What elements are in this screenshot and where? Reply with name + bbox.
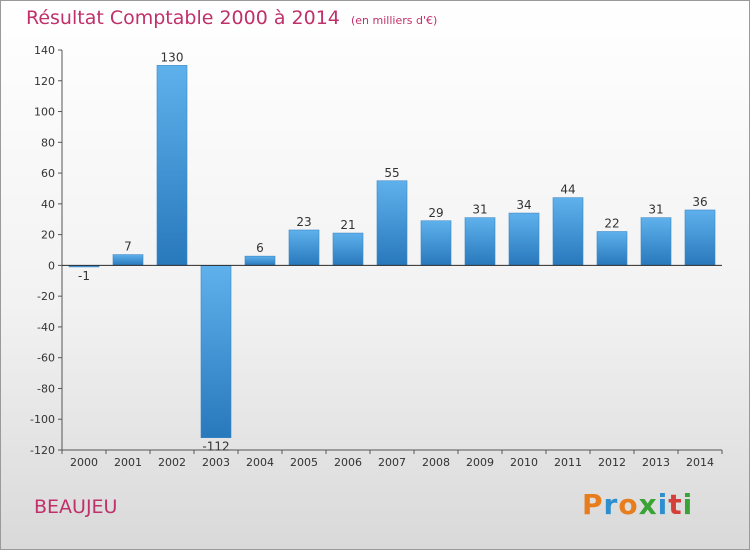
y-tick-label: -120 <box>30 444 55 457</box>
bar <box>201 265 231 437</box>
value-label: 6 <box>256 241 264 255</box>
bar <box>113 255 143 266</box>
value-label: 22 <box>604 217 619 231</box>
x-tick-label: 2013 <box>642 456 670 469</box>
x-tick-label: 2002 <box>158 456 186 469</box>
y-tick-label: 60 <box>41 167 55 180</box>
logo-letter: r <box>604 488 619 521</box>
y-tick-label: 20 <box>41 229 55 242</box>
bar <box>597 232 627 266</box>
bar <box>333 233 363 265</box>
logo-letter: i <box>658 488 669 521</box>
x-tick-label: 2004 <box>246 456 274 469</box>
value-label: 7 <box>124 240 132 254</box>
value-label: 31 <box>472 203 487 217</box>
bar <box>289 230 319 265</box>
x-tick-label: 2001 <box>114 456 142 469</box>
bar <box>553 198 583 266</box>
y-tick-label: 100 <box>34 106 55 119</box>
x-tick-label: 2005 <box>290 456 318 469</box>
x-tick-label: 2012 <box>598 456 626 469</box>
y-tick-label: -60 <box>37 352 55 365</box>
bar <box>465 218 495 266</box>
x-tick-label: 2006 <box>334 456 362 469</box>
y-tick-label: 140 <box>34 44 55 57</box>
y-tick-label: 120 <box>34 75 55 88</box>
y-tick-label: -100 <box>30 413 55 426</box>
y-tick-label: 40 <box>41 198 55 211</box>
x-tick-label: 2009 <box>466 456 494 469</box>
value-label: 34 <box>516 198 531 212</box>
bar <box>157 65 187 265</box>
value-label: -1 <box>78 269 90 283</box>
y-tick-label: 80 <box>41 136 55 149</box>
place-name: BEAUJEU <box>34 496 117 518</box>
x-tick-label: 2000 <box>70 456 98 469</box>
x-tick-label: 2010 <box>510 456 538 469</box>
y-tick-label: -80 <box>37 382 55 395</box>
logo-letter: t <box>668 488 682 521</box>
logo-letter: x <box>639 488 658 521</box>
value-label: 29 <box>428 206 443 220</box>
x-tick-label: 2008 <box>422 456 450 469</box>
y-tick-label: -20 <box>37 290 55 303</box>
bar <box>421 221 451 266</box>
y-tick-label: 0 <box>48 259 55 272</box>
value-label: 21 <box>340 218 355 232</box>
value-label: 44 <box>560 183 575 197</box>
value-label: 130 <box>161 50 184 64</box>
logo-letter: i <box>683 488 694 521</box>
x-tick-label: 2003 <box>202 456 230 469</box>
logo-letter: P <box>582 488 604 521</box>
x-tick-label: 2014 <box>686 456 714 469</box>
value-label: 31 <box>648 203 663 217</box>
proxiti-logo: Proxiti <box>582 488 693 521</box>
bar <box>641 218 671 266</box>
x-tick-label: 2007 <box>378 456 406 469</box>
value-label: 36 <box>692 195 707 209</box>
logo-letter: o <box>618 488 638 521</box>
bar <box>685 210 715 265</box>
value-label: 55 <box>384 166 399 180</box>
bar <box>509 213 539 265</box>
bar-chart: 140 120 100 80 60 40 20 0 -20 -40 -60 -80 -100 -120 20… <box>0 0 750 550</box>
y-tick-label: -40 <box>37 321 55 334</box>
bar <box>245 256 275 265</box>
x-tick-label: 2011 <box>554 456 582 469</box>
bar <box>377 181 407 266</box>
value-label: -112 <box>202 440 229 454</box>
value-label: 23 <box>296 215 311 229</box>
